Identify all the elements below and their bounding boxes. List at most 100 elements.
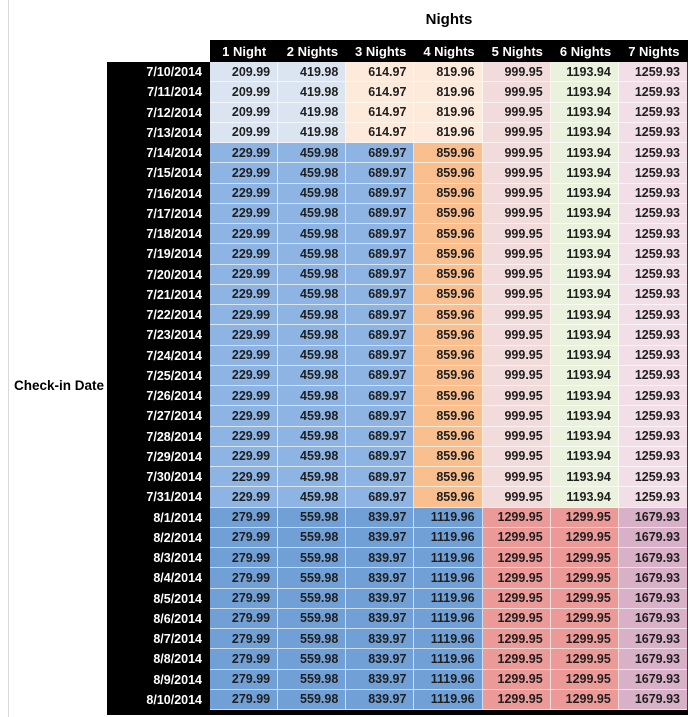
- price-cell: 1679.93: [618, 649, 687, 670]
- date-cell: 7/27/2014: [107, 406, 210, 427]
- price-cell: 689.97: [346, 284, 415, 305]
- table-row: 7/17/2014 229.99 459.98 689.97 859.96 999.95 1…: [107, 203, 687, 224]
- price-cell: 1299.95: [550, 649, 619, 670]
- price-cell: 689.97: [346, 467, 415, 488]
- price-cell: 279.99: [210, 669, 279, 690]
- price-cell: 459.98: [278, 183, 347, 204]
- price-cell: 1193.94: [550, 244, 619, 265]
- table-row: 7/15/2014 229.99 459.98 689.97 859.96 999.95 1…: [107, 163, 687, 184]
- table-row: 8/1/2014 279.99 559.98 839.97 1119.96 1299.95…: [107, 507, 687, 528]
- price-cell: 1259.93: [618, 325, 687, 346]
- price-cell: 839.97: [346, 608, 415, 629]
- price-cell: 689.97: [346, 305, 415, 326]
- price-cell: 859.96: [414, 426, 483, 447]
- price-cell: 859.96: [414, 264, 483, 285]
- price-cell: 1193.94: [550, 386, 619, 407]
- price-cell: 459.98: [278, 487, 347, 508]
- price-cell: 999.95: [482, 224, 551, 245]
- price-cell: 614.97: [346, 122, 415, 143]
- date-cell: 7/22/2014: [107, 305, 210, 326]
- price-cell: 1299.95: [482, 649, 551, 670]
- price-cell: 819.96: [414, 62, 483, 83]
- table-row: 7/27/2014 229.99 459.98 689.97 859.96 999.95 1…: [107, 406, 687, 427]
- price-cell: 859.96: [414, 386, 483, 407]
- price-cell: 689.97: [346, 325, 415, 346]
- price-cell: 229.99: [210, 446, 279, 467]
- price-cell: 1193.94: [550, 284, 619, 305]
- price-cell: 1679.93: [618, 608, 687, 629]
- date-cell: 8/8/2014: [107, 649, 210, 670]
- price-cell: 999.95: [482, 183, 551, 204]
- price-cell: 419.98: [278, 122, 347, 143]
- price-cell: 1679.93: [618, 588, 687, 609]
- price-cell: 1679.93: [618, 527, 687, 548]
- price-cell: 999.95: [482, 446, 551, 467]
- price-cell: 999.95: [482, 203, 551, 224]
- price-cell: 859.96: [414, 284, 483, 305]
- price-cell: 1259.93: [618, 203, 687, 224]
- table-row: 7/30/2014 229.99 459.98 689.97 859.96 999.95 1…: [107, 467, 687, 488]
- price-cell: 229.99: [210, 365, 279, 386]
- price-cell: 229.99: [210, 284, 279, 305]
- table-row: 7/21/2014 229.99 459.98 689.97 859.96 999.95 1…: [107, 284, 687, 305]
- table-row: 8/5/2014 279.99 559.98 839.97 1119.96 1299.95…: [107, 588, 687, 609]
- date-cell: 7/13/2014: [107, 122, 210, 143]
- price-cell: 229.99: [210, 467, 279, 488]
- price-cell: 229.99: [210, 345, 279, 366]
- header-row: 1 Night 2 Nights 3 Nights 4 Nights 5 Nights 6…: [210, 40, 688, 62]
- price-cell: 614.97: [346, 62, 415, 83]
- price-cell: 279.99: [210, 588, 279, 609]
- table-row: 7/23/2014 229.99 459.98 689.97 859.96 999.95 1…: [107, 325, 687, 346]
- date-cell: 7/31/2014: [107, 487, 210, 508]
- price-cell: 459.98: [278, 224, 347, 245]
- date-cell: 8/4/2014: [107, 568, 210, 589]
- price-cell: 419.98: [278, 82, 347, 103]
- price-cell: 689.97: [346, 365, 415, 386]
- price-cell: 689.97: [346, 446, 415, 467]
- price-cell: 839.97: [346, 507, 415, 528]
- price-cell: 559.98: [278, 527, 347, 548]
- date-cell: 7/19/2014: [107, 244, 210, 265]
- price-cell: 419.98: [278, 62, 347, 83]
- table-row: 7/22/2014 229.99 459.98 689.97 859.96 999.95 1…: [107, 305, 687, 326]
- price-cell: 559.98: [278, 588, 347, 609]
- price-cell: 839.97: [346, 548, 415, 569]
- price-cell: 1259.93: [618, 446, 687, 467]
- price-cell: 419.98: [278, 102, 347, 123]
- price-cell: 1193.94: [550, 345, 619, 366]
- column-header: 2 Nights: [286, 43, 339, 59]
- table-row: 7/20/2014 229.99 459.98 689.97 859.96 999.95 1…: [107, 264, 687, 285]
- table-row: 8/7/2014 279.99 559.98 839.97 1119.96 1299.95…: [107, 629, 687, 650]
- price-cell: 229.99: [210, 406, 279, 427]
- price-cell: 1193.94: [550, 143, 619, 164]
- date-cell: 8/1/2014: [107, 507, 210, 528]
- date-cell: 7/26/2014: [107, 386, 210, 407]
- price-cell: 559.98: [278, 669, 347, 690]
- date-cell: 7/10/2014: [107, 62, 210, 83]
- price-cell: 279.99: [210, 507, 279, 528]
- price-cell: 209.99: [210, 82, 279, 103]
- price-cell: 459.98: [278, 446, 347, 467]
- date-cell: 8/10/2014: [107, 689, 210, 710]
- price-cell: 859.96: [414, 467, 483, 488]
- price-cell: 1679.93: [618, 568, 687, 589]
- price-cell: 229.99: [210, 244, 279, 265]
- price-cell: 1299.95: [550, 507, 619, 528]
- price-cell: 1259.93: [618, 386, 687, 407]
- price-cell: 859.96: [414, 143, 483, 164]
- price-cell: 999.95: [482, 122, 551, 143]
- price-cell: 209.99: [210, 62, 279, 83]
- date-cell: 7/17/2014: [107, 203, 210, 224]
- price-cell: 1299.95: [482, 548, 551, 569]
- price-cell: 689.97: [346, 244, 415, 265]
- price-cell: 859.96: [414, 183, 483, 204]
- price-cell: 1259.93: [618, 143, 687, 164]
- column-header: 7 Nights: [628, 43, 680, 59]
- price-cell: 1119.96: [414, 669, 483, 690]
- price-cell: 1193.94: [550, 467, 619, 488]
- table-row: 7/29/2014 229.99 459.98 689.97 859.96 999.95 1…: [107, 446, 687, 467]
- price-cell: 1299.95: [550, 527, 619, 548]
- price-cell: 999.95: [482, 406, 551, 427]
- table-row: 7/12/2014 209.99 419.98 614.97 819.96 999.95 1…: [107, 102, 687, 123]
- price-cell: 1679.93: [618, 629, 687, 650]
